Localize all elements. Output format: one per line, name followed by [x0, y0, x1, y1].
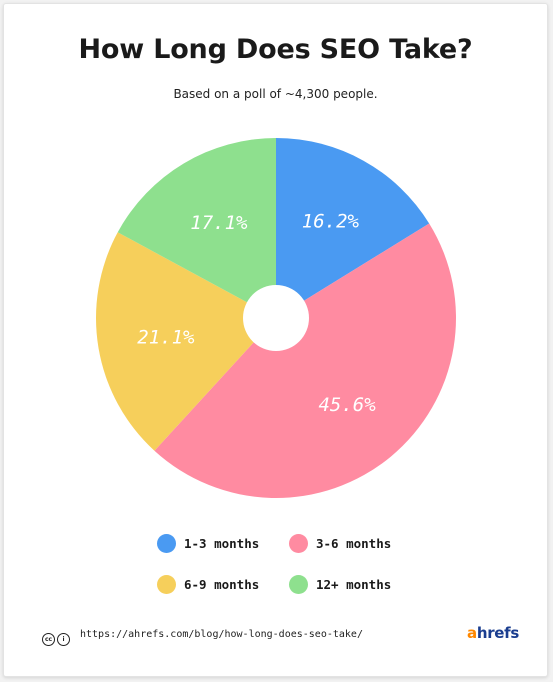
creative-commons-icon: cc: [42, 633, 55, 646]
pie-slice-1-3-months: [276, 138, 430, 318]
slice-value-label: 45.6%: [318, 394, 376, 416]
legend-label: 3-6 months: [316, 536, 392, 551]
infographic-card: How Long Does SEO Take? Based on a poll …: [3, 3, 548, 677]
pie-slice-3-6-months: [154, 223, 456, 498]
legend-label: 6-9 months: [184, 577, 260, 592]
ahrefs-logo: ahrefs: [467, 624, 520, 642]
legend-swatch: [157, 534, 176, 553]
pie-slice-12-plus-months: [117, 138, 276, 318]
attribution-icon: i: [57, 633, 70, 646]
legend-swatch: [157, 575, 176, 594]
slice-value-label: 21.1%: [137, 327, 195, 349]
pie-slice-6-9-months: [95, 232, 276, 451]
source-url[interactable]: https://ahrefs.com/blog/how-long-does-se…: [80, 629, 363, 640]
slice-value-label: 16.2%: [302, 211, 360, 233]
pie-chart: 16.2% 45.6% 21.1% 17.1%: [95, 138, 456, 498]
legend-label: 1-3 months: [184, 536, 260, 551]
license-icons: cc i: [42, 629, 72, 646]
chart-title: How Long Does SEO Take?: [78, 34, 473, 65]
legend-swatch: [289, 534, 308, 553]
slice-value-label: 17.1%: [190, 212, 248, 234]
chart-subtitle: Based on a poll of ~4,300 people.: [173, 87, 378, 101]
legend-swatch: [289, 575, 308, 594]
legend-label: 12+ months: [316, 577, 392, 592]
pie-center-hole: [243, 285, 309, 351]
